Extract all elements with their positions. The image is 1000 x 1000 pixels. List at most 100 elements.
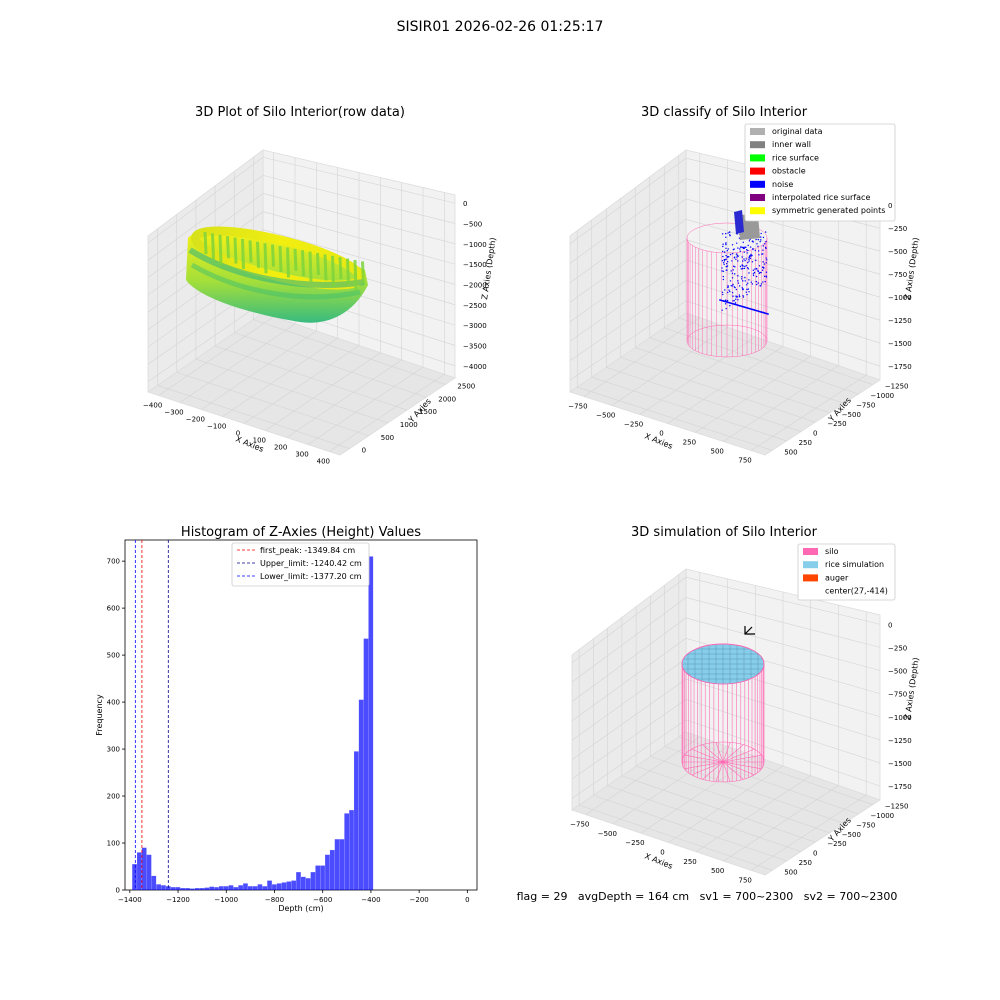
legend-label: rice simulation — [825, 560, 884, 569]
legend-swatch — [803, 548, 818, 555]
x-tick-label: −500 — [596, 412, 615, 420]
histogram-bar — [137, 852, 142, 890]
histogram-bar — [223, 886, 229, 890]
legend-label: inner wall — [772, 140, 811, 149]
x-tick-label: 750 — [739, 876, 752, 884]
legend-label: Lower_limit: -1377.20 cm — [260, 572, 362, 581]
histogram-y-axis-label: Frequency — [95, 694, 104, 736]
x-tick-label: −400 — [143, 402, 162, 410]
x-tick-label: 200 — [274, 444, 287, 452]
x-tick-label: 250 — [683, 439, 696, 447]
legend-label: rice surface — [772, 153, 819, 162]
y-tick-label: 0 — [362, 447, 366, 455]
z-tick-label: −2000 — [463, 281, 487, 289]
legend-label: noise — [772, 180, 793, 189]
z-tick-label: −250 — [888, 225, 907, 233]
sim-floor-pane — [571, 731, 881, 876]
y-tick-label: 0 — [813, 430, 817, 438]
y-tick-label: −1000 — [870, 392, 894, 400]
sim-x-axis-label: X Axies — [643, 852, 674, 871]
histogram-bar — [267, 880, 272, 890]
y-tick-label: 400 — [107, 699, 120, 707]
y-tick-label: 500 — [107, 652, 120, 660]
histogram-bar — [151, 875, 157, 890]
z-tick-label: −1250 — [888, 317, 912, 325]
histogram-bar — [238, 885, 243, 890]
histogram-bar — [180, 888, 186, 890]
z-tick-label: −1750 — [888, 363, 912, 371]
y-tick-label: 1000 — [400, 421, 418, 429]
classify-z-axis-label: Z Axies (Depth) — [903, 237, 921, 300]
sim-auger-marker — [744, 626, 755, 635]
histogram-legend: first_peak: -1349.84 cm Upper_limit: -124… — [231, 542, 370, 587]
classify-obstacle-block — [734, 210, 744, 234]
y-tick-label: 250 — [799, 859, 812, 867]
panel-sim-title: 3D simulation of Silo Interior — [631, 525, 818, 540]
legend-label: first_peak: -1349.84 cm — [260, 546, 355, 555]
z-tick-label: −2500 — [463, 302, 487, 310]
histogram-bar — [305, 878, 311, 890]
sim-x-tick-labels: −750 −500 −250 0 250 500 750 — [570, 821, 752, 885]
z-tick-label: −250 — [888, 644, 907, 652]
x-tick-label: −250 — [624, 421, 643, 429]
x-tick-label: 0 — [659, 430, 663, 438]
legend-swatch — [750, 194, 765, 201]
histogram-bar — [358, 699, 364, 890]
y-tick-label: −1000 — [870, 812, 894, 820]
x-tick-label: −400 — [361, 896, 380, 904]
histogram-bar — [146, 854, 152, 890]
histogram-bar — [204, 887, 210, 890]
x-tick-label: −300 — [164, 409, 183, 417]
histogram-bar — [165, 886, 171, 890]
y-tick-label: 500 — [784, 868, 797, 876]
histogram-reference-lines — [134, 540, 169, 890]
panel-classify-3d: 3D classify of Silo Interior original da… — [568, 105, 920, 465]
panel-simulation-3d: 3D simulation of Silo Interior silo rice … — [570, 525, 921, 884]
sim-z-axis-label: Z Axies (Depth) — [903, 657, 921, 720]
panel-histogram: Histogram of Z-Axies (Height) Values −14… — [95, 525, 478, 913]
sim-z-tick-labels: 0 −250 −500 −750 −1000 −1250 −1500 −1750 — [888, 621, 912, 791]
legend-label: silo — [825, 547, 839, 556]
z-tick-label: −3000 — [463, 322, 487, 330]
histogram-bar — [194, 888, 200, 890]
z-tick-label: −1750 — [888, 783, 912, 791]
z-tick-label: −4000 — [463, 363, 487, 371]
classify-gridlines — [569, 153, 881, 451]
z-tick-label: −1250 — [888, 737, 912, 745]
x-tick-label: 500 — [711, 867, 724, 875]
histogram-bar — [281, 882, 287, 890]
y-tick-label: 0 — [813, 850, 817, 858]
x-tick-label: −500 — [598, 830, 617, 838]
histogram-bar — [219, 886, 224, 890]
histogram-bar — [276, 883, 282, 890]
histogram-bar — [272, 884, 277, 890]
y-tick-label: −1250 — [885, 803, 909, 811]
z-tick-label: −750 — [888, 691, 907, 699]
z-tick-label: −1500 — [463, 261, 487, 269]
z-tick-label: 0 — [463, 200, 467, 208]
histogram-bar — [199, 888, 205, 890]
histogram-bar — [325, 854, 330, 890]
z-tick-label: −1000 — [888, 714, 912, 722]
y-tick-label: −500 — [842, 831, 861, 839]
x-tick-label: −1000 — [214, 896, 238, 904]
y-tick-label: 100 — [107, 840, 120, 848]
x-tick-label: 0 — [465, 896, 469, 904]
classify-x-tick-labels: −750 −500 −250 0 250 500 750 — [568, 403, 751, 465]
histogram-bars — [132, 556, 374, 890]
y-tick-label: 2000 — [438, 395, 456, 403]
x-tick-label: −1400 — [118, 896, 142, 904]
figure-title: SISIR01 2026-02-26 01:25:17 — [397, 19, 604, 35]
histogram-bar — [141, 847, 147, 890]
x-tick-label: −250 — [625, 839, 644, 847]
x-tick-label: −100 — [207, 423, 226, 431]
y-tick-label: −500 — [842, 411, 861, 419]
x-tick-label: −200 — [410, 896, 429, 904]
y-tick-label: −1250 — [885, 383, 909, 391]
histogram-bar — [185, 888, 190, 890]
z-tick-label: −1500 — [888, 340, 912, 348]
histogram-x-ticks: −1400 −1200 −1000 −800 −600 −400 −200 0 — [118, 890, 470, 904]
